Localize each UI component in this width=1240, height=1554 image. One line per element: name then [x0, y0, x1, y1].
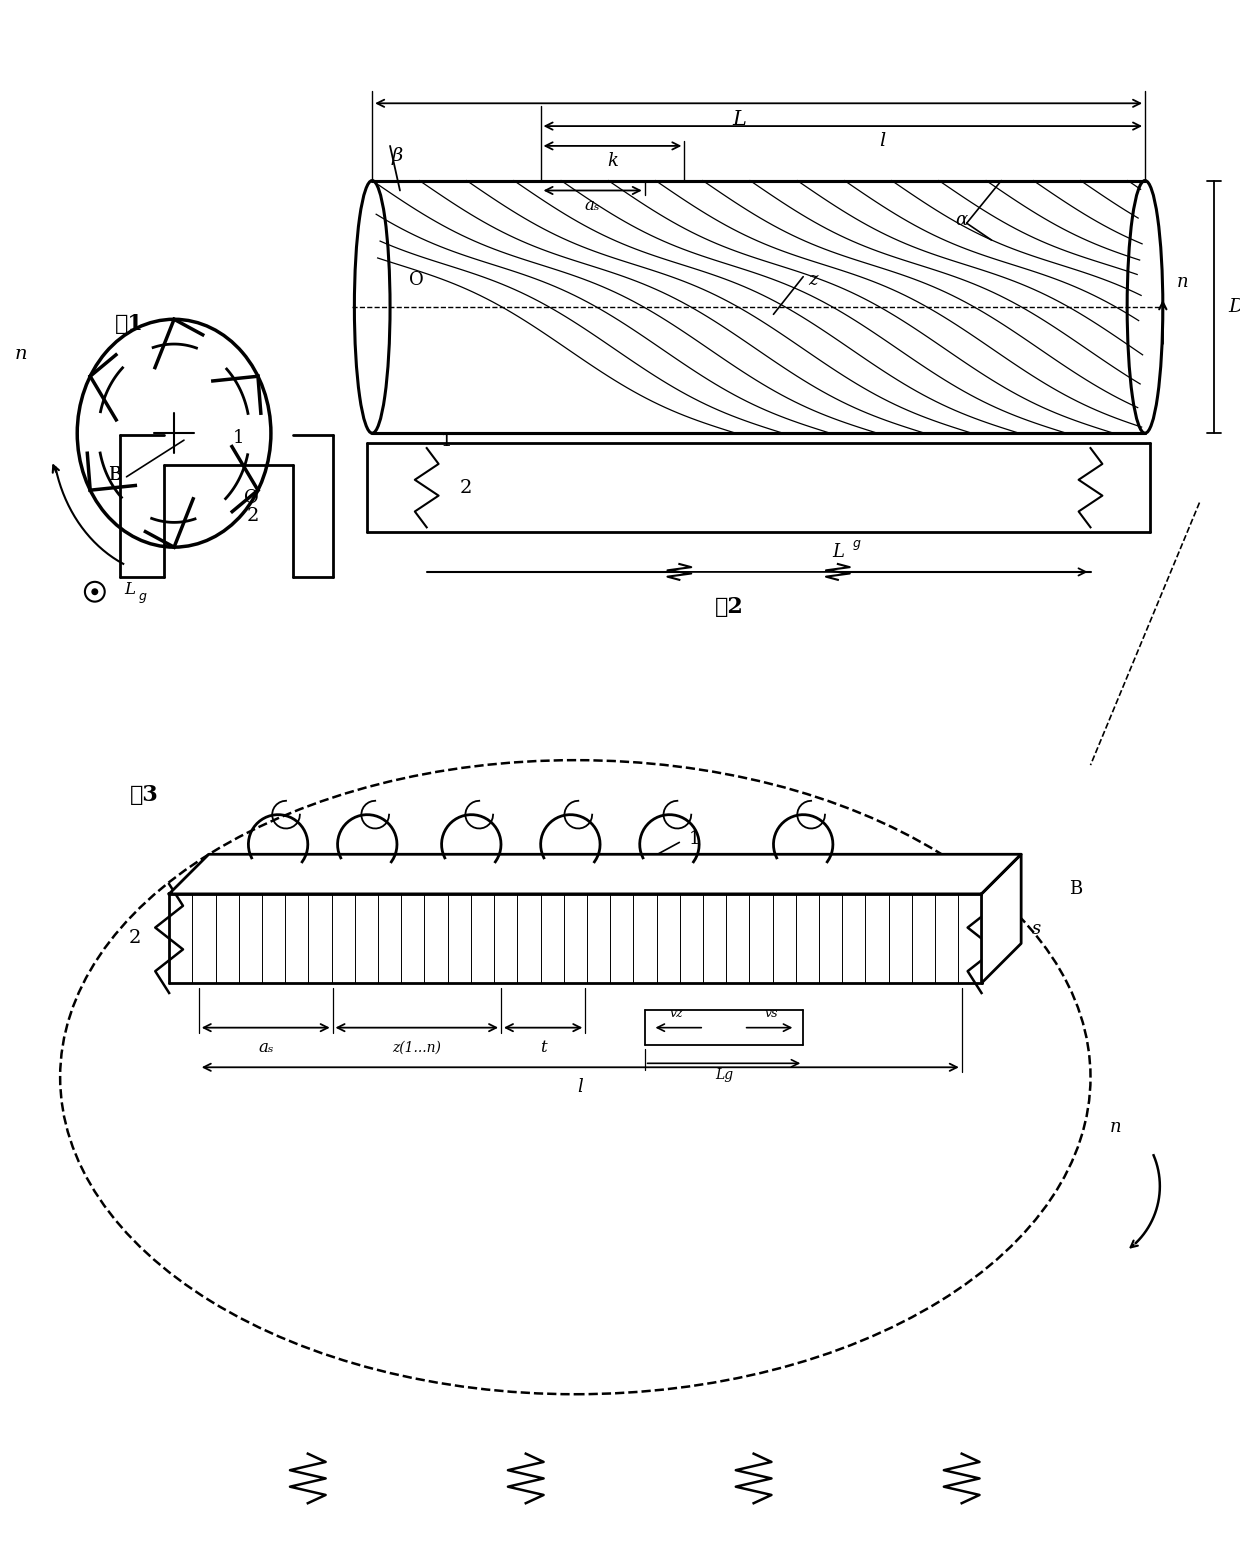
Text: k: k [608, 152, 618, 169]
Text: t: t [539, 1040, 547, 1057]
Text: O: O [244, 488, 259, 507]
Text: vs: vs [765, 1007, 779, 1021]
Text: B: B [1069, 880, 1083, 898]
Text: n: n [1110, 1117, 1121, 1136]
Text: D: D [1229, 298, 1240, 315]
Text: 图3: 图3 [130, 783, 159, 807]
Polygon shape [982, 855, 1022, 984]
Text: g: g [853, 538, 861, 550]
Text: l: l [578, 1078, 583, 1096]
Text: z(1...n): z(1...n) [392, 1041, 441, 1055]
Text: z: z [808, 270, 818, 289]
Text: 2: 2 [128, 929, 140, 948]
Text: 1: 1 [440, 432, 453, 451]
Text: 2: 2 [247, 507, 259, 525]
Text: B: B [108, 466, 122, 483]
Polygon shape [169, 855, 1022, 894]
Text: L: L [124, 581, 135, 598]
Text: aₛ: aₛ [585, 197, 600, 214]
Text: n: n [1177, 274, 1188, 291]
Text: β: β [392, 146, 403, 165]
Text: L: L [732, 110, 745, 129]
Text: O: O [409, 270, 424, 289]
Text: 图1: 图1 [115, 314, 144, 336]
Text: g: g [139, 589, 146, 603]
Text: B: B [108, 466, 122, 483]
Text: 1: 1 [233, 429, 244, 448]
Text: L: L [832, 542, 844, 561]
Text: α: α [956, 211, 967, 228]
Circle shape [92, 589, 98, 595]
Text: s: s [1032, 920, 1040, 937]
Text: l: l [879, 132, 885, 149]
Text: vz: vz [670, 1007, 683, 1021]
Text: 1: 1 [688, 830, 699, 848]
Text: 2: 2 [460, 479, 472, 497]
Text: aₛ: aₛ [258, 1040, 274, 1057]
Text: 图2: 图2 [714, 595, 743, 617]
Text: n: n [14, 345, 27, 364]
Text: Lg: Lg [715, 1068, 733, 1082]
